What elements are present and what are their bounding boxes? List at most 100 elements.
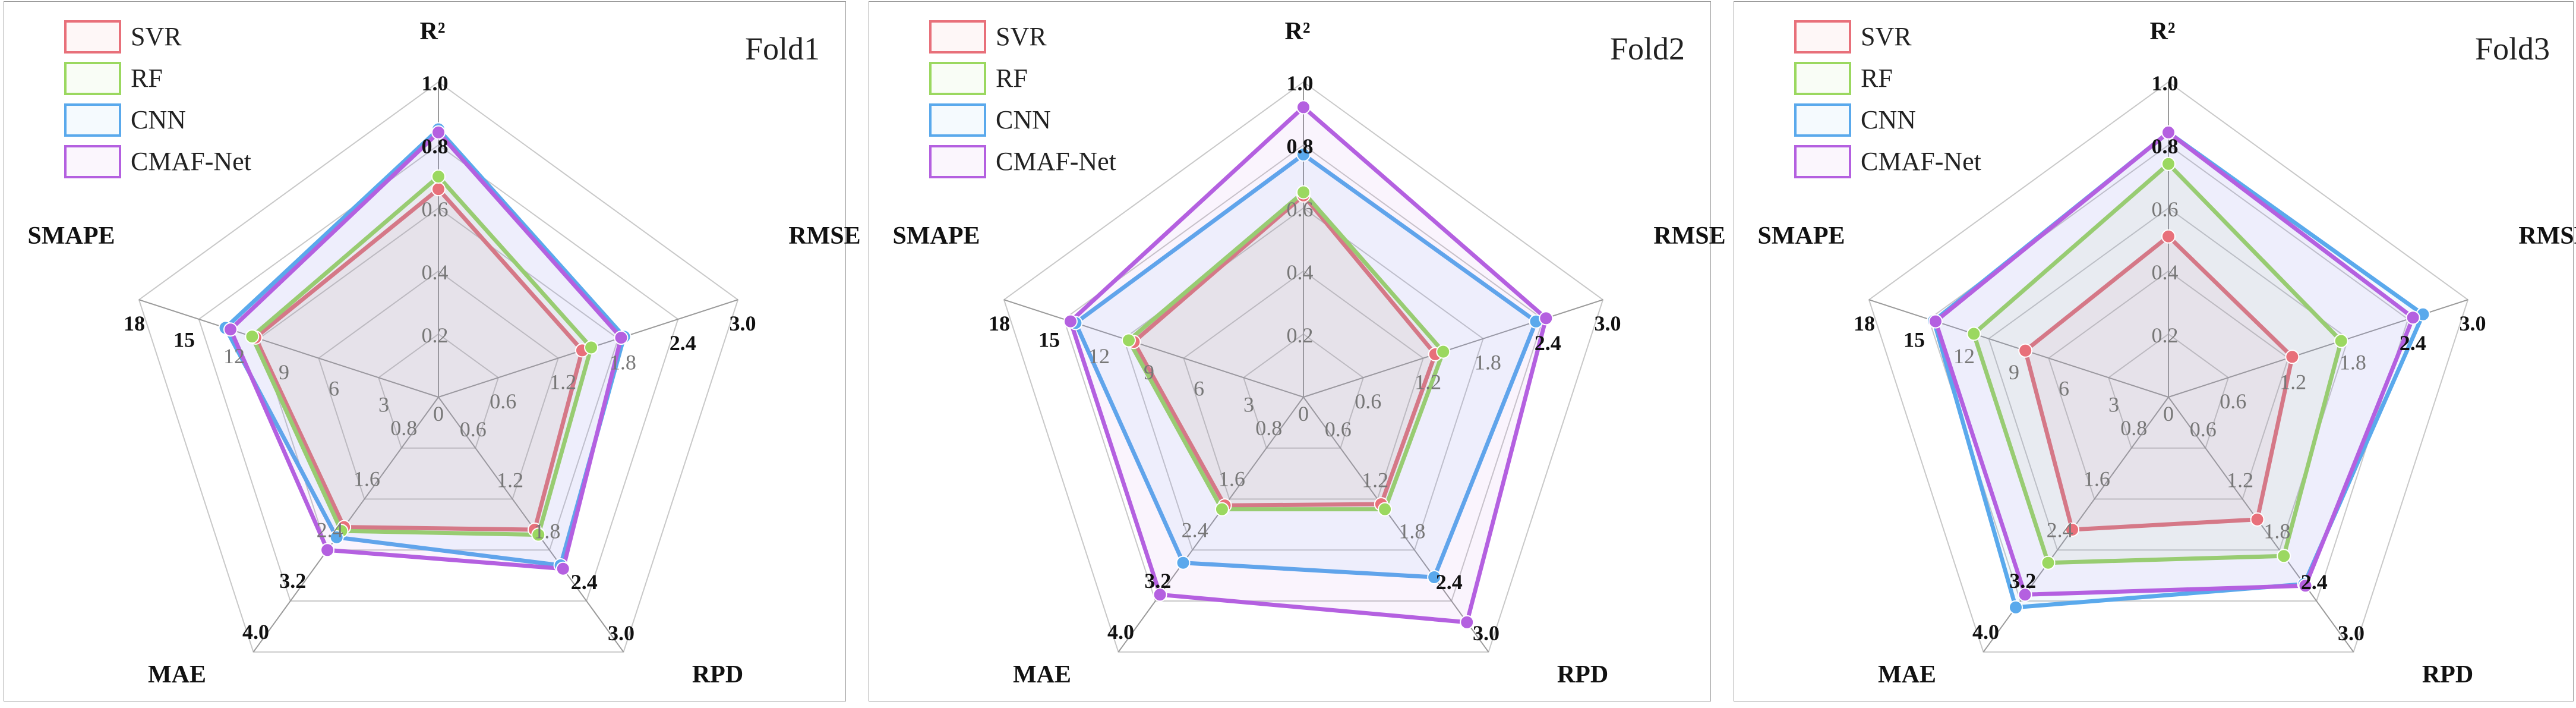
tick-label: 4.0 xyxy=(1107,620,1134,644)
tick-label: 6 xyxy=(329,376,339,400)
panel-fold3-frame xyxy=(1734,1,2574,701)
tick-label: 15 xyxy=(1038,328,1060,352)
series-rf-point xyxy=(531,527,546,542)
grid-ring xyxy=(318,270,559,500)
axis-name-4: SMAPE xyxy=(893,222,980,250)
axis-name-1: RMSE xyxy=(1653,222,1725,250)
series-cnn-point xyxy=(1427,570,1442,585)
series-svr-point xyxy=(431,182,446,197)
tick-label: 0.6 xyxy=(2152,197,2179,221)
legend-label-cnn: CNN xyxy=(996,105,1051,134)
grid-ring xyxy=(2108,333,2229,449)
tick-label: 2.4 xyxy=(2047,518,2073,542)
tick-label: 0.6 xyxy=(422,197,449,221)
tick-label: 3.2 xyxy=(1144,569,1171,593)
series-cmaf-net-point xyxy=(1539,311,1554,326)
grid-ring xyxy=(378,333,499,449)
axis-name-2: RPD xyxy=(2422,661,2473,688)
legend-label-cmaf-net: CMAF-Net xyxy=(996,147,1116,176)
grid-ring xyxy=(2048,270,2289,500)
tick-label: 3.0 xyxy=(2460,311,2486,335)
tick-label: 0 xyxy=(1298,402,1309,426)
tick-label: 1.8 xyxy=(533,519,560,543)
series-rf-point xyxy=(1436,344,1451,359)
chart-title: Fold3 xyxy=(2475,31,2550,67)
series-rf-polygon xyxy=(1971,162,2344,565)
series-svr-polygon xyxy=(1131,193,1438,508)
legend-label-cnn: CNN xyxy=(131,105,186,134)
grid-ring xyxy=(198,144,679,602)
tick-label: 18 xyxy=(989,311,1010,335)
series-svr-point xyxy=(2065,522,2080,537)
tick-label: 0.8 xyxy=(1287,134,1314,158)
tick-label: 9 xyxy=(2009,360,2019,384)
tick-label: 6 xyxy=(2059,376,2069,400)
tick-label: 15 xyxy=(173,328,195,352)
tick-label: 1.2 xyxy=(2227,468,2253,492)
tick-label: 0.8 xyxy=(1255,416,1282,440)
axis-name-3: MAE xyxy=(148,661,206,688)
chart-title: Fold2 xyxy=(1610,31,1685,67)
tick-label: 3.0 xyxy=(608,621,634,645)
axis-spoke-1 xyxy=(1303,299,1603,398)
series-cmaf-net-point xyxy=(614,331,629,345)
legend-label-svr: SVR xyxy=(131,22,182,51)
tick-label: 4.0 xyxy=(242,620,269,644)
legend-swatch-cnn xyxy=(64,103,121,137)
tick-label: 3 xyxy=(2108,393,2119,417)
tick-label: 3 xyxy=(378,393,389,417)
tick-label: 2.4 xyxy=(1182,518,1208,542)
axis-name-2: RPD xyxy=(692,661,743,688)
tick-label: 0.6 xyxy=(1325,417,1352,441)
legend-swatch-cmaf-net xyxy=(1794,145,1851,178)
series-cmaf-net-point xyxy=(555,561,570,576)
legend-swatch-svr xyxy=(64,20,121,54)
legend-swatch-svr xyxy=(1794,20,1851,54)
legend-swatch-cmaf-net xyxy=(64,145,121,178)
series-cmaf-net-polygon xyxy=(1068,105,1548,625)
tick-label: 3.0 xyxy=(730,311,756,335)
series-cmaf-net-point xyxy=(2018,587,2032,602)
series-cmaf-net-polygon xyxy=(228,130,623,571)
series-svr-point xyxy=(2250,512,2265,527)
tick-label: 1.2 xyxy=(1415,370,1441,394)
series-cmaf-net-polygon xyxy=(1933,130,2416,597)
radar-panel-fold2: 0 0.2 0.4 0.6 0.8 1.0 0.6 1.2 1.8 2.4 3.0 0.6 1.2 1.8… xyxy=(893,18,1726,688)
tick-label: 0.6 xyxy=(2220,389,2246,413)
series-rf-point xyxy=(1966,326,1981,341)
series-rf-point xyxy=(1378,502,1393,517)
legend-swatch-rf xyxy=(64,62,121,95)
tick-label: 3.0 xyxy=(1595,311,1621,335)
tick-label: 9 xyxy=(1144,360,1154,384)
series-cmaf-net-point xyxy=(1063,314,1078,329)
tick-label: 3.2 xyxy=(2009,569,2036,593)
series-cmaf-net-point xyxy=(1296,100,1311,115)
tick-label: 1.6 xyxy=(2083,467,2110,491)
panel-fold1-frame xyxy=(4,1,846,701)
tick-label: 2.4 xyxy=(2301,570,2328,594)
radar-panel-fold1: 0 0.2 0.4 0.6 0.8 1.0 0.6 1.2 1.8 2.4 3.0 0.6 1.2 1.8… xyxy=(28,18,861,688)
legend-label-cmaf-net: CMAF-Net xyxy=(1861,147,1981,176)
series-cmaf-net-point xyxy=(2298,578,2313,593)
legend-label-rf: RF xyxy=(996,64,1028,93)
tick-label: 18 xyxy=(1854,311,1875,335)
tick-label: 3.2 xyxy=(279,569,306,593)
tick-label: 1.0 xyxy=(422,71,449,95)
series-rf-point xyxy=(1296,185,1311,200)
tick-label: 2.4 xyxy=(1535,331,1561,355)
chart-title: Fold1 xyxy=(745,31,820,67)
tick-label: 0.2 xyxy=(2152,323,2179,347)
tick-label: 3.0 xyxy=(2338,621,2365,645)
series-cmaf-net-point xyxy=(431,125,446,140)
tick-label: 0.8 xyxy=(422,134,449,158)
series-rf-point xyxy=(2277,549,2291,564)
axis-name-1: RMSE xyxy=(2518,222,2576,250)
series-cnn-polygon xyxy=(1073,152,1538,580)
series-cnn-point xyxy=(2008,600,2023,615)
tick-label: 1.8 xyxy=(610,351,636,375)
series-rf-point xyxy=(584,340,599,355)
series-cnn-point xyxy=(1176,555,1191,570)
tick-label: 0.8 xyxy=(2120,416,2147,440)
tick-label: 0.6 xyxy=(460,417,487,441)
series-rf-point xyxy=(1121,333,1136,348)
